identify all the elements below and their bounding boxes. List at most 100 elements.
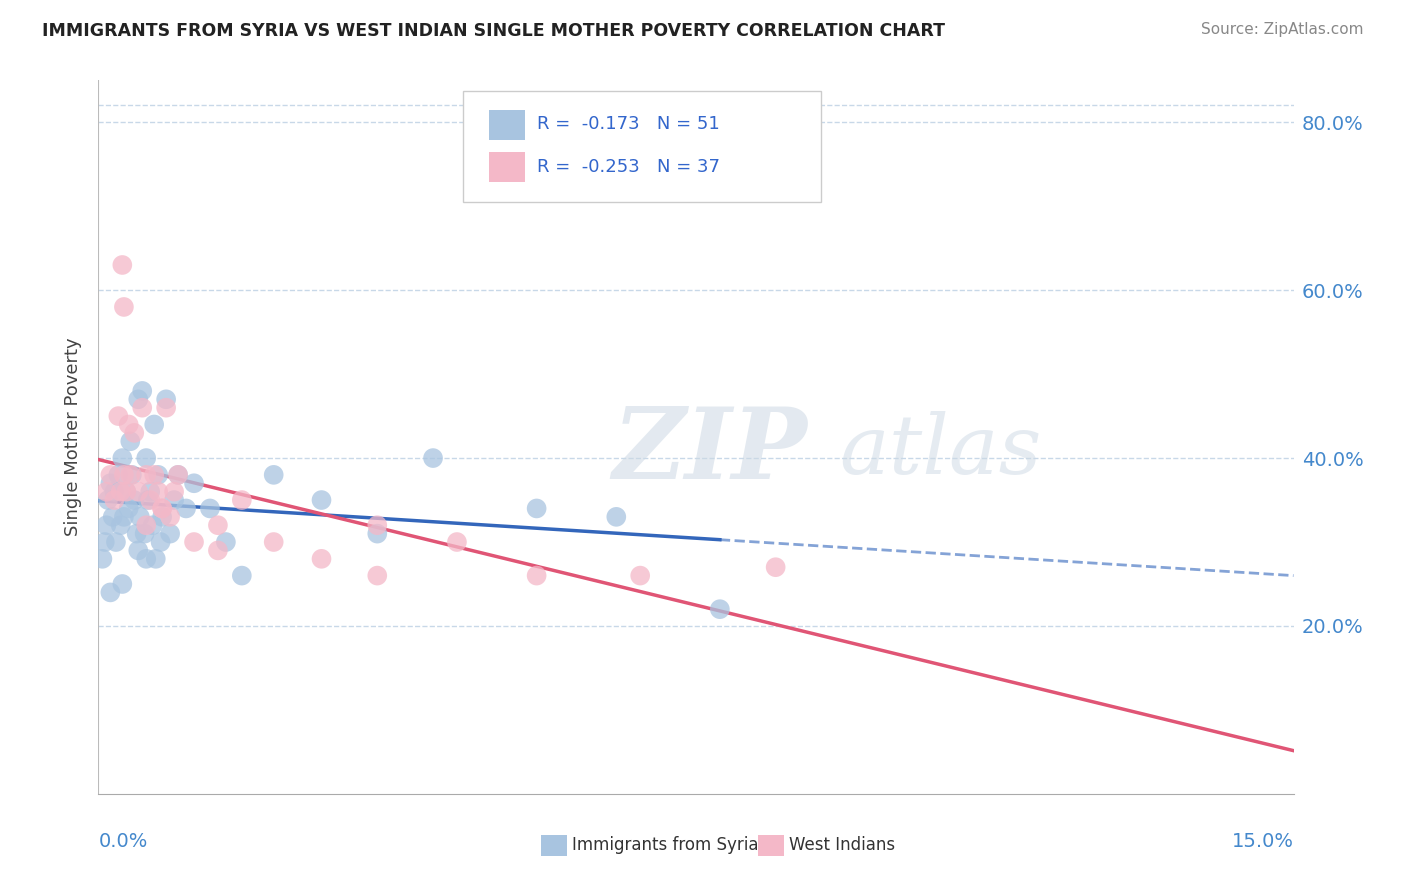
Point [98, 467, 122, 482]
Point [127, 484, 149, 499]
Text: ZIP: ZIP [613, 403, 807, 500]
Point [127, 543, 149, 558]
Point [131, 401, 153, 415]
Point [145, 551, 167, 566]
Bar [541, 835, 567, 856]
Point [135, 551, 157, 566]
Point [112, 300, 135, 314]
Bar [489, 110, 524, 139]
Point [422, 451, 444, 466]
Point [96, 484, 118, 499]
Point [110, 484, 132, 499]
Point [183, 476, 205, 491]
Point [765, 560, 787, 574]
Point [163, 493, 186, 508]
Point [159, 526, 181, 541]
Y-axis label: Single Mother Poverty: Single Mother Poverty [63, 338, 82, 536]
Point [163, 484, 186, 499]
Point [111, 258, 134, 272]
Point [135, 451, 157, 466]
Point [155, 401, 177, 415]
Point [231, 493, 253, 508]
Point [125, 526, 148, 541]
Point [135, 518, 157, 533]
Point [628, 568, 651, 582]
Point [97, 493, 120, 508]
Point [98, 585, 122, 599]
Point [148, 484, 170, 499]
Bar [758, 835, 785, 856]
Point [107, 467, 129, 482]
Point [91, 551, 114, 566]
Text: R =  -0.173   N = 51: R = -0.173 N = 51 [537, 115, 720, 133]
Point [263, 535, 285, 549]
Point [446, 535, 468, 549]
Point [115, 484, 138, 499]
Point [124, 493, 146, 508]
Point [150, 509, 173, 524]
Point [124, 425, 146, 440]
Text: 0.0%: 0.0% [98, 831, 148, 851]
Point [103, 484, 125, 499]
Point [128, 509, 150, 524]
Point [136, 493, 159, 508]
Text: Source: ZipAtlas.com: Source: ZipAtlas.com [1201, 22, 1364, 37]
Point [150, 501, 173, 516]
Text: atlas: atlas [839, 411, 1042, 491]
Point [96, 518, 118, 533]
Point [134, 526, 156, 541]
Point [118, 501, 141, 516]
Point [183, 535, 205, 549]
Point [366, 518, 388, 533]
Point [127, 392, 149, 407]
Point [155, 392, 177, 407]
Point [150, 501, 173, 516]
Point [112, 509, 135, 524]
Text: Immigrants from Syria: Immigrants from Syria [572, 837, 758, 855]
Point [120, 434, 142, 449]
FancyBboxPatch shape [463, 91, 821, 202]
Point [311, 493, 333, 508]
Point [111, 451, 134, 466]
Point [149, 535, 172, 549]
Point [526, 568, 548, 582]
Point [115, 484, 138, 499]
Point [167, 467, 190, 482]
Point [366, 526, 388, 541]
Point [215, 535, 238, 549]
Point [104, 535, 127, 549]
Point [207, 518, 229, 533]
Point [366, 568, 388, 582]
Point [107, 409, 129, 423]
Point [167, 467, 190, 482]
Point [94, 535, 117, 549]
Point [148, 467, 170, 482]
Point [207, 543, 229, 558]
Point [311, 551, 333, 566]
Point [605, 509, 627, 524]
Point [142, 518, 165, 533]
Point [143, 417, 166, 432]
Point [709, 602, 731, 616]
Point [135, 467, 157, 482]
Point [101, 509, 124, 524]
Point [526, 501, 548, 516]
Text: R =  -0.253   N = 37: R = -0.253 N = 37 [537, 158, 720, 176]
Point [198, 501, 221, 516]
Point [263, 467, 285, 482]
Point [231, 568, 253, 582]
Point [110, 518, 132, 533]
Point [112, 467, 135, 482]
Point [118, 417, 141, 432]
Text: West Indians: West Indians [789, 837, 896, 855]
Point [131, 384, 153, 398]
Text: IMMIGRANTS FROM SYRIA VS WEST INDIAN SINGLE MOTHER POVERTY CORRELATION CHART: IMMIGRANTS FROM SYRIA VS WEST INDIAN SIN… [42, 22, 945, 40]
Point [98, 476, 122, 491]
Text: 15.0%: 15.0% [1232, 831, 1294, 851]
Point [159, 509, 181, 524]
Point [103, 493, 125, 508]
Point [120, 467, 142, 482]
Point [139, 484, 162, 499]
Point [121, 467, 143, 482]
Point [111, 577, 134, 591]
